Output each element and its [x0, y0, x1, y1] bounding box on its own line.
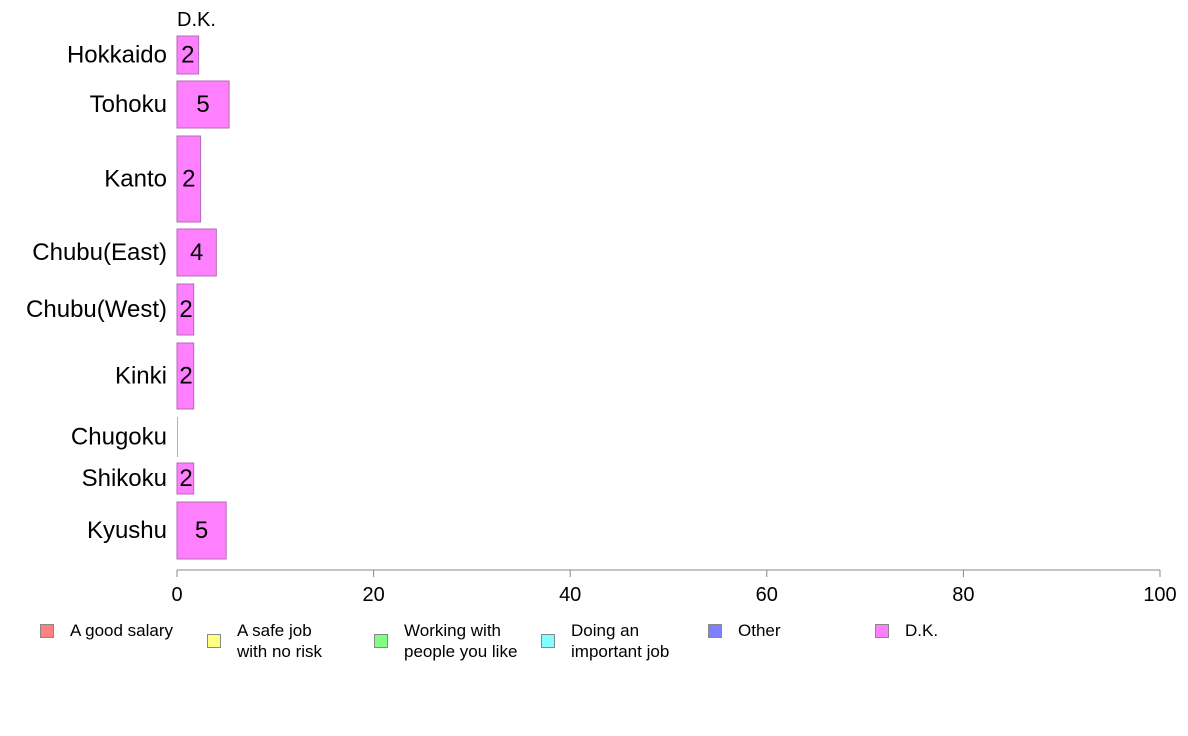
legend-item-working-with-people: Working with people you like [374, 620, 517, 662]
bar-kinki [176, 342, 195, 410]
x-tick-label-100: 100 [1143, 584, 1176, 606]
legend: A good salary A safe job with no risk Wo… [40, 620, 1160, 670]
bar-shikoku [176, 462, 195, 495]
category-label-tohoku: Tohoku [90, 91, 167, 118]
legend-item-good-salary: A good salary [40, 620, 173, 641]
bar-kyushu [176, 501, 227, 560]
bar-tohoku [176, 80, 230, 129]
category-label-chubu-east: Chubu(East) [32, 239, 167, 266]
bar-label-chubu-west: 2 [179, 296, 192, 323]
legend-label-safe-job: A safe job with no risk [237, 621, 323, 661]
bar-label-kinki: 2 [179, 363, 192, 390]
bar-label-shikoku: 2 [179, 465, 192, 492]
bar-label-chubu-east: 4 [190, 239, 203, 266]
chart-svg: D.K. Hokkaido 2 Tohoku 5 Kanto 2 Chubu(East) 4 Ch… [26, 9, 1177, 606]
x-tick-label-80: 80 [952, 584, 974, 606]
legend-label-important-job: Doing an important job [571, 621, 670, 661]
category-label-shikoku: Shikoku [82, 465, 167, 492]
legend-label-working-with-people: Working with people you like [404, 621, 518, 661]
series-header-label: D.K. [177, 9, 216, 31]
legend-label-good-salary: A good salary [70, 621, 174, 640]
category-label-kyushu: Kyushu [87, 517, 167, 544]
x-tick-label-60: 60 [756, 584, 778, 606]
bar-label-kyushu: 5 [195, 517, 208, 544]
category-label-chubu-west: Chubu(West) [26, 296, 167, 323]
category-label-chugoku: Chugoku [71, 424, 167, 451]
bar-hokkaido [176, 35, 200, 75]
bar-label-hokkaido: 2 [181, 42, 194, 69]
legend-item-important-job: Doing an important job [541, 620, 669, 662]
x-tick-label-40: 40 [559, 584, 581, 606]
bar-label-tohoku: 5 [196, 91, 209, 118]
legend-label-dk: D.K. [905, 621, 939, 640]
legend-item-safe-job: A safe job with no risk [207, 620, 322, 662]
legend-swatch-good-salary [40, 623, 54, 638]
legend-swatch-safe-job [207, 634, 221, 648]
legend-swatch-working-with-people [374, 634, 388, 648]
bar-kanto [176, 135, 202, 223]
legend-item-dk: D.K. [875, 620, 938, 641]
category-label-kanto: Kanto [104, 166, 167, 193]
legend-swatch-important-job [541, 634, 555, 648]
category-label-kinki: Kinki [115, 363, 167, 390]
x-tick-label-20: 20 [362, 584, 384, 606]
category-label-hokkaido: Hokkaido [67, 42, 167, 69]
bar-label-kanto: 2 [182, 166, 195, 193]
legend-label-other: Other [738, 621, 781, 640]
bar-chubu-east [176, 228, 217, 277]
x-tick-label-0: 0 [171, 584, 182, 606]
legend-swatch-dk [875, 623, 889, 638]
bar-chubu-west [176, 283, 195, 336]
legend-swatch-other [708, 623, 722, 638]
legend-item-other: Other [708, 620, 781, 641]
